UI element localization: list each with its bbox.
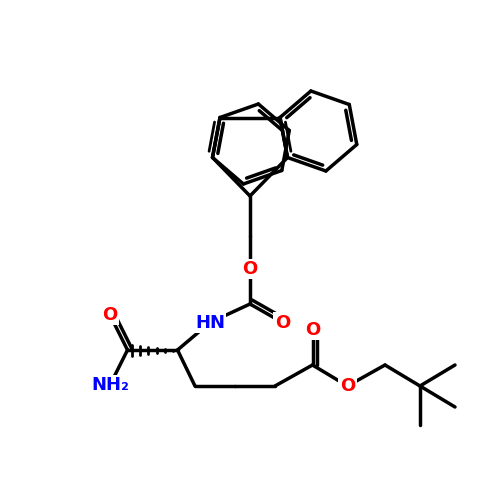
Text: HN: HN (195, 314, 225, 332)
Text: O: O (275, 314, 290, 332)
Text: O: O (242, 260, 258, 278)
Text: O: O (340, 377, 355, 395)
Text: O: O (305, 321, 320, 339)
Text: O: O (102, 306, 118, 324)
Text: NH₂: NH₂ (91, 376, 129, 394)
